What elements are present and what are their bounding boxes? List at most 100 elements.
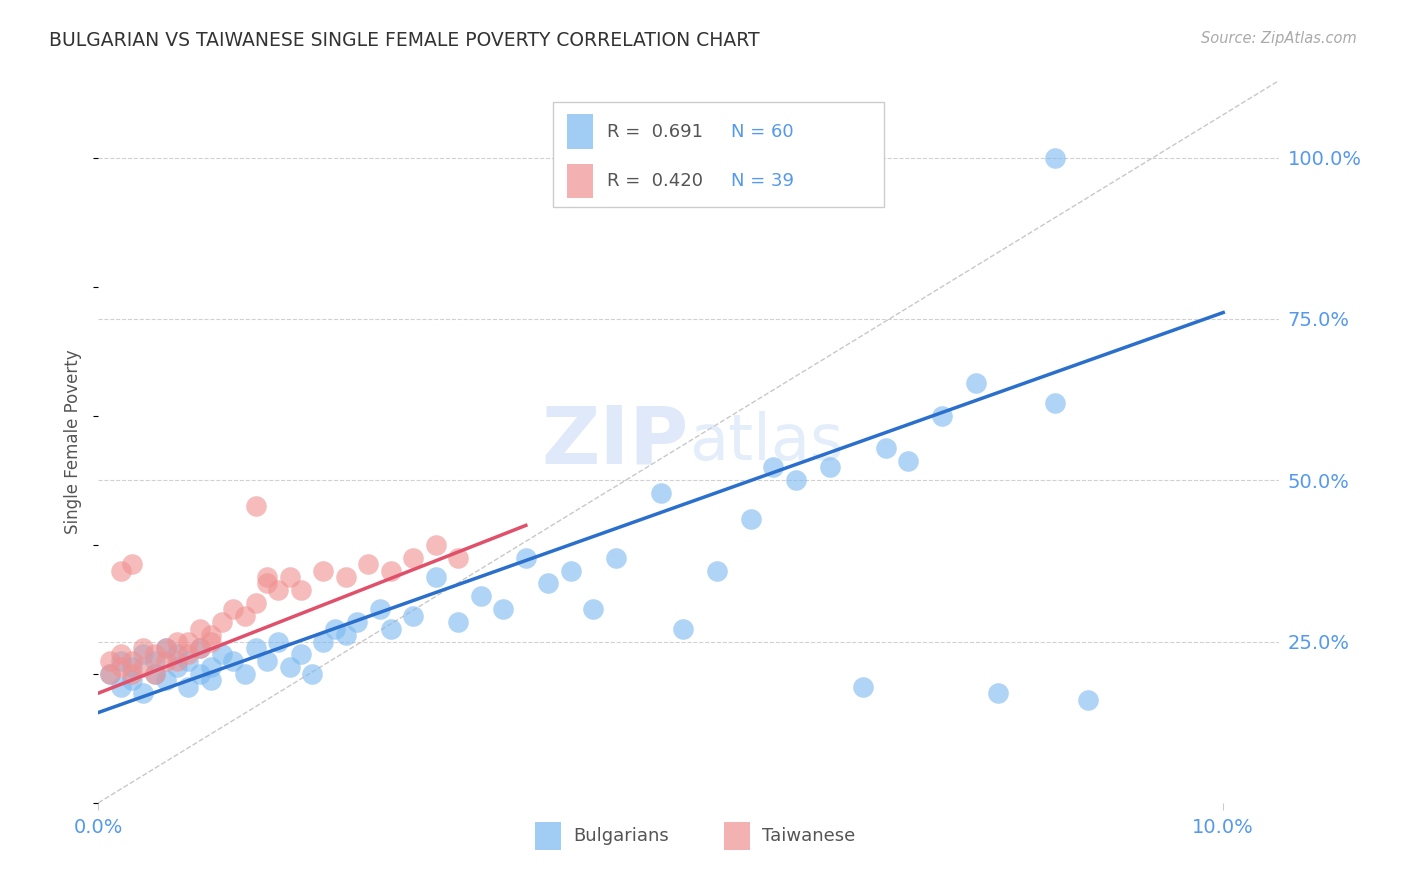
Point (987, 686, 1010, 700)
Point (267, 634, 290, 648)
Point (560, 564, 582, 578)
Point (166, 648, 188, 662)
Point (605, 550, 627, 565)
Point (402, 550, 425, 565)
Point (121, 673, 143, 688)
Point (492, 602, 515, 616)
Text: N = 39: N = 39 (731, 172, 794, 190)
Point (650, 486, 672, 500)
Point (177, 654, 200, 668)
Point (447, 615, 470, 630)
Point (188, 666, 211, 681)
Point (278, 570, 301, 584)
Point (98, 666, 121, 681)
Point (357, 557, 380, 571)
Point (256, 570, 278, 584)
Text: Bulgarians: Bulgarians (574, 827, 669, 845)
Point (256, 576, 278, 591)
Point (121, 666, 143, 681)
Point (706, 564, 728, 578)
Point (211, 615, 233, 630)
Point (121, 660, 143, 674)
Text: R =  0.420: R = 0.420 (607, 172, 703, 190)
Point (143, 666, 166, 681)
Point (818, 460, 841, 475)
Point (290, 648, 312, 662)
Point (155, 673, 177, 688)
Point (200, 634, 222, 648)
Point (143, 666, 166, 681)
Point (740, 512, 762, 526)
Point (143, 648, 166, 662)
Bar (567, 114, 593, 149)
Point (177, 634, 200, 648)
Point (166, 634, 188, 648)
Point (110, 564, 132, 578)
Point (132, 640, 155, 655)
Point (110, 648, 132, 662)
Point (1043, 396, 1066, 410)
Point (155, 654, 177, 668)
Point (132, 660, 155, 674)
Point (211, 648, 233, 662)
FancyBboxPatch shape (553, 102, 884, 207)
Point (177, 680, 200, 694)
Point (110, 680, 132, 694)
Point (785, 473, 807, 487)
Point (931, 409, 953, 423)
Point (852, 680, 875, 694)
Point (470, 590, 492, 604)
Text: Taiwanese: Taiwanese (762, 827, 855, 845)
Bar (724, 822, 751, 850)
Point (245, 499, 267, 513)
Point (245, 640, 267, 655)
Point (1043, 151, 1066, 165)
Point (402, 608, 425, 623)
Point (132, 686, 155, 700)
Point (132, 648, 155, 662)
Point (312, 564, 335, 578)
Text: BULGARIAN VS TAIWANESE SINGLE FEMALE POVERTY CORRELATION CHART: BULGARIAN VS TAIWANESE SINGLE FEMALE POV… (49, 31, 759, 50)
Point (380, 564, 402, 578)
Point (222, 602, 245, 616)
Point (537, 576, 560, 591)
Point (245, 596, 267, 610)
Point (155, 640, 177, 655)
Point (166, 654, 188, 668)
Point (312, 634, 335, 648)
Point (188, 622, 211, 636)
Point (582, 602, 605, 616)
Point (200, 660, 222, 674)
Point (346, 615, 368, 630)
Point (323, 622, 346, 636)
Point (233, 666, 256, 681)
Point (897, 454, 920, 468)
Point (121, 654, 143, 668)
Point (1077, 692, 1099, 706)
Point (177, 648, 200, 662)
Point (515, 550, 537, 565)
Point (98, 666, 121, 681)
Point (762, 460, 785, 475)
Text: atlas: atlas (689, 410, 844, 473)
Point (188, 640, 211, 655)
Point (200, 628, 222, 642)
Point (368, 602, 391, 616)
Point (98, 654, 121, 668)
Point (188, 640, 211, 655)
Point (166, 660, 188, 674)
Text: ZIP: ZIP (541, 402, 689, 481)
Point (267, 582, 290, 597)
Point (121, 557, 143, 571)
Text: R =  0.691: R = 0.691 (607, 123, 703, 141)
Point (256, 654, 278, 668)
Point (110, 654, 132, 668)
Point (672, 622, 695, 636)
Point (425, 538, 447, 552)
Point (380, 622, 402, 636)
Point (143, 654, 166, 668)
Point (233, 608, 256, 623)
Bar (567, 163, 593, 198)
Point (335, 570, 357, 584)
Point (301, 666, 323, 681)
